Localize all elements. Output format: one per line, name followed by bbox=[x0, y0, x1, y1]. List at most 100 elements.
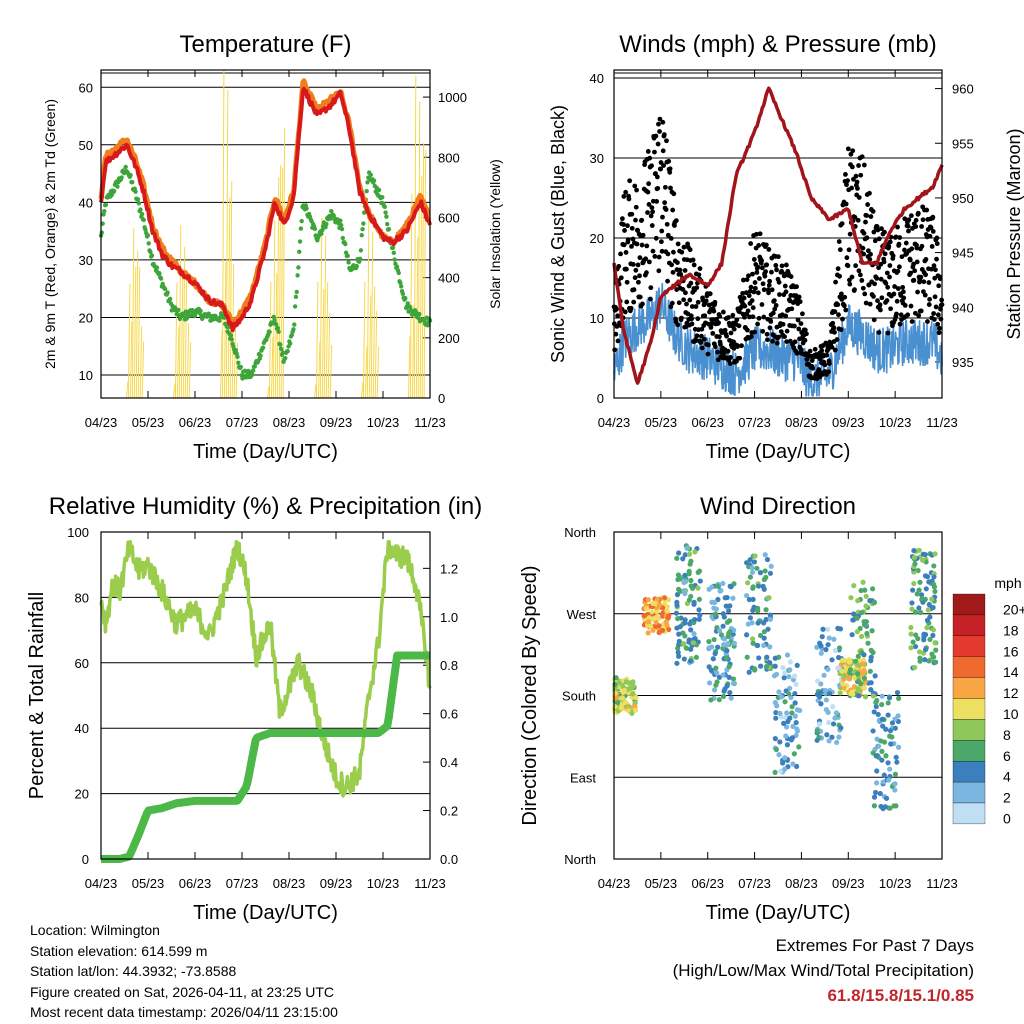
direction-point bbox=[772, 655, 778, 661]
gust-point bbox=[876, 265, 881, 271]
gust-point bbox=[835, 302, 841, 308]
direction-point bbox=[697, 612, 703, 618]
direction-point bbox=[720, 623, 726, 629]
gust-point bbox=[887, 263, 893, 268]
solar-spike bbox=[419, 176, 423, 399]
direction-point bbox=[782, 670, 788, 676]
gust-point bbox=[802, 337, 808, 343]
dewpoint-point bbox=[141, 217, 146, 223]
x-tick-label: 05/23 bbox=[132, 876, 165, 891]
dewpoint-point bbox=[371, 178, 377, 183]
dewpoint-point bbox=[396, 270, 401, 276]
direction-point bbox=[783, 724, 790, 730]
direction-point bbox=[929, 596, 935, 602]
direction-point bbox=[896, 695, 902, 701]
direction-point bbox=[756, 655, 762, 661]
gust-point bbox=[902, 302, 908, 308]
dewpoint-point bbox=[425, 323, 430, 328]
gust-point bbox=[675, 322, 681, 328]
direction-point bbox=[824, 732, 830, 738]
gust-point bbox=[784, 328, 790, 334]
gust-point bbox=[776, 279, 782, 285]
direction-point bbox=[712, 611, 718, 617]
gust-point bbox=[767, 278, 773, 284]
y-tick-label: 20 bbox=[79, 310, 93, 325]
gust-point bbox=[634, 241, 640, 247]
direction-point bbox=[746, 669, 752, 675]
direction-point bbox=[833, 710, 840, 716]
gust-point bbox=[736, 309, 742, 315]
gust-point bbox=[849, 164, 855, 170]
direction-point bbox=[824, 626, 831, 633]
direction-point bbox=[707, 680, 713, 686]
dewpoint-point bbox=[233, 348, 239, 353]
gust-point bbox=[612, 347, 618, 353]
direction-point bbox=[822, 687, 828, 694]
xlabel-humidity: Time (Day/UTC) bbox=[193, 902, 338, 924]
gust-point bbox=[903, 240, 909, 246]
gust-point bbox=[809, 358, 815, 363]
direction-point bbox=[762, 552, 768, 558]
direction-point bbox=[820, 626, 826, 632]
dewpoint-point bbox=[343, 241, 348, 247]
direction-point bbox=[860, 670, 866, 676]
gust-point bbox=[865, 202, 871, 207]
gust-point bbox=[868, 251, 873, 257]
direction-point bbox=[645, 619, 652, 625]
gust-point bbox=[864, 235, 870, 241]
dewpoint-point bbox=[271, 314, 276, 320]
dewpoint-point bbox=[235, 354, 240, 360]
solar-spike bbox=[223, 261, 227, 399]
gust-point bbox=[618, 251, 623, 257]
solar-spike bbox=[141, 341, 145, 399]
x-tick-label: 07/23 bbox=[738, 415, 771, 430]
direction-point bbox=[776, 752, 782, 758]
x-tick-label: 04/23 bbox=[598, 876, 631, 891]
gust-point bbox=[677, 267, 683, 273]
direction-point bbox=[922, 573, 929, 579]
legend-swatch bbox=[952, 698, 986, 720]
direction-point bbox=[915, 636, 921, 642]
direction-point bbox=[912, 643, 919, 650]
gust-point bbox=[891, 291, 897, 297]
direction-point bbox=[829, 657, 835, 663]
gust-point bbox=[737, 355, 743, 361]
gust-point bbox=[847, 231, 853, 237]
gust-point bbox=[657, 116, 663, 122]
gust-point bbox=[763, 269, 769, 275]
gust-point bbox=[915, 289, 920, 295]
solar-spike bbox=[266, 386, 270, 399]
dewpoint-point bbox=[148, 249, 153, 255]
direction-point bbox=[720, 693, 727, 699]
gust-point bbox=[895, 268, 901, 274]
dewpoint-point bbox=[357, 256, 363, 261]
direction-point bbox=[656, 629, 662, 636]
direction-point bbox=[714, 583, 721, 589]
direction-point bbox=[745, 580, 751, 586]
direction-point bbox=[695, 585, 701, 591]
direction-point bbox=[784, 710, 790, 716]
dewpoint-point bbox=[139, 211, 145, 217]
solar-spike bbox=[225, 89, 229, 399]
solar-spike bbox=[219, 330, 223, 399]
gust-point bbox=[829, 344, 835, 350]
direction-point bbox=[850, 617, 856, 623]
direction-point bbox=[755, 608, 761, 614]
x-tick-label: 10/23 bbox=[879, 876, 912, 891]
direction-point bbox=[686, 639, 692, 645]
gust-point bbox=[935, 321, 941, 327]
gust-point bbox=[657, 129, 662, 134]
x-tick-label: 04/23 bbox=[85, 876, 118, 891]
dewpoint-point bbox=[380, 195, 385, 200]
direction-point bbox=[749, 569, 756, 575]
x-tick-label: 06/23 bbox=[691, 876, 724, 891]
direction-point bbox=[664, 608, 670, 614]
direction-point bbox=[814, 728, 820, 734]
gust-point bbox=[621, 222, 626, 227]
gust-point bbox=[906, 217, 912, 223]
gust-point bbox=[751, 257, 757, 262]
gust-point bbox=[896, 264, 902, 270]
dewpoint-point bbox=[358, 248, 364, 253]
gust-point bbox=[857, 272, 863, 278]
gust-point bbox=[908, 303, 914, 309]
